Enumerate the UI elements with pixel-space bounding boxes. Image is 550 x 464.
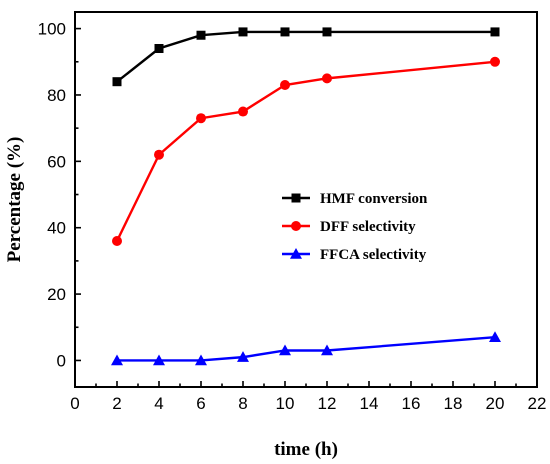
data-point xyxy=(238,27,248,37)
data-point xyxy=(237,351,249,362)
data-point xyxy=(322,73,332,84)
x-tick-label: 6 xyxy=(196,394,205,413)
y-axis-ticks: 0 20 40 60 80 100 xyxy=(38,20,81,370)
y-tick-label: 80 xyxy=(47,86,66,105)
legend-label: DFF selectivity xyxy=(320,219,416,235)
data-point xyxy=(238,106,248,117)
data-point xyxy=(321,344,333,356)
plot-frame xyxy=(74,11,538,388)
series-line xyxy=(115,60,496,242)
data-point xyxy=(153,354,165,366)
series-ffca-selectivity xyxy=(111,331,501,366)
series-group xyxy=(111,27,501,366)
x-tick-label: 14 xyxy=(360,394,379,413)
data-point xyxy=(490,27,500,37)
x-tick-label: 8 xyxy=(238,394,247,413)
series-hmf-conversion xyxy=(112,27,500,87)
plot-border xyxy=(74,11,538,388)
y-tick-label: 60 xyxy=(47,152,66,171)
x-tick-label: 12 xyxy=(318,394,337,413)
x-axis-title: time (h) xyxy=(274,439,338,460)
data-point xyxy=(195,354,207,366)
data-point xyxy=(196,113,206,124)
data-point xyxy=(112,77,122,87)
x-tick-label: 4 xyxy=(154,394,163,413)
series-line xyxy=(116,30,495,83)
x-tick-label: 0 xyxy=(70,394,79,413)
x-axis-ticks: 0 2 4 6 8 10 12 14 16 18 20 22 xyxy=(70,381,546,413)
legend-marker xyxy=(291,193,301,203)
data-point xyxy=(279,344,291,356)
data-point xyxy=(322,27,332,37)
data-point xyxy=(489,331,501,343)
legend-marker xyxy=(291,221,301,231)
x-tick-label: 2 xyxy=(112,394,121,413)
legend-marker xyxy=(290,248,302,259)
x-tick-label: 22 xyxy=(528,394,547,413)
y-tick-label: 0 xyxy=(57,351,66,370)
data-point xyxy=(154,44,164,54)
series-line xyxy=(117,336,496,362)
y-tick-label: 40 xyxy=(47,219,66,238)
series-dff-selectivity xyxy=(112,56,500,246)
legend-label: FFCA selectivity xyxy=(320,247,427,263)
x-tick-label: 10 xyxy=(276,394,295,413)
data-point xyxy=(490,56,500,67)
x-tick-label: 18 xyxy=(444,394,463,413)
data-point xyxy=(280,27,290,37)
y-axis-title: Percentage (%) xyxy=(4,137,25,263)
x-tick-label: 16 xyxy=(402,394,421,413)
data-point xyxy=(111,354,123,366)
data-point xyxy=(280,80,290,91)
x-tick-label: 20 xyxy=(486,394,505,413)
y-tick-label: 100 xyxy=(38,20,66,39)
legend: HMF conversion DFF selectivity FFCA select… xyxy=(282,191,428,263)
data-point xyxy=(112,235,122,246)
y-tick-label: 20 xyxy=(47,285,66,304)
data-point xyxy=(196,30,206,40)
legend-label: HMF conversion xyxy=(320,191,428,207)
data-point xyxy=(154,149,164,160)
